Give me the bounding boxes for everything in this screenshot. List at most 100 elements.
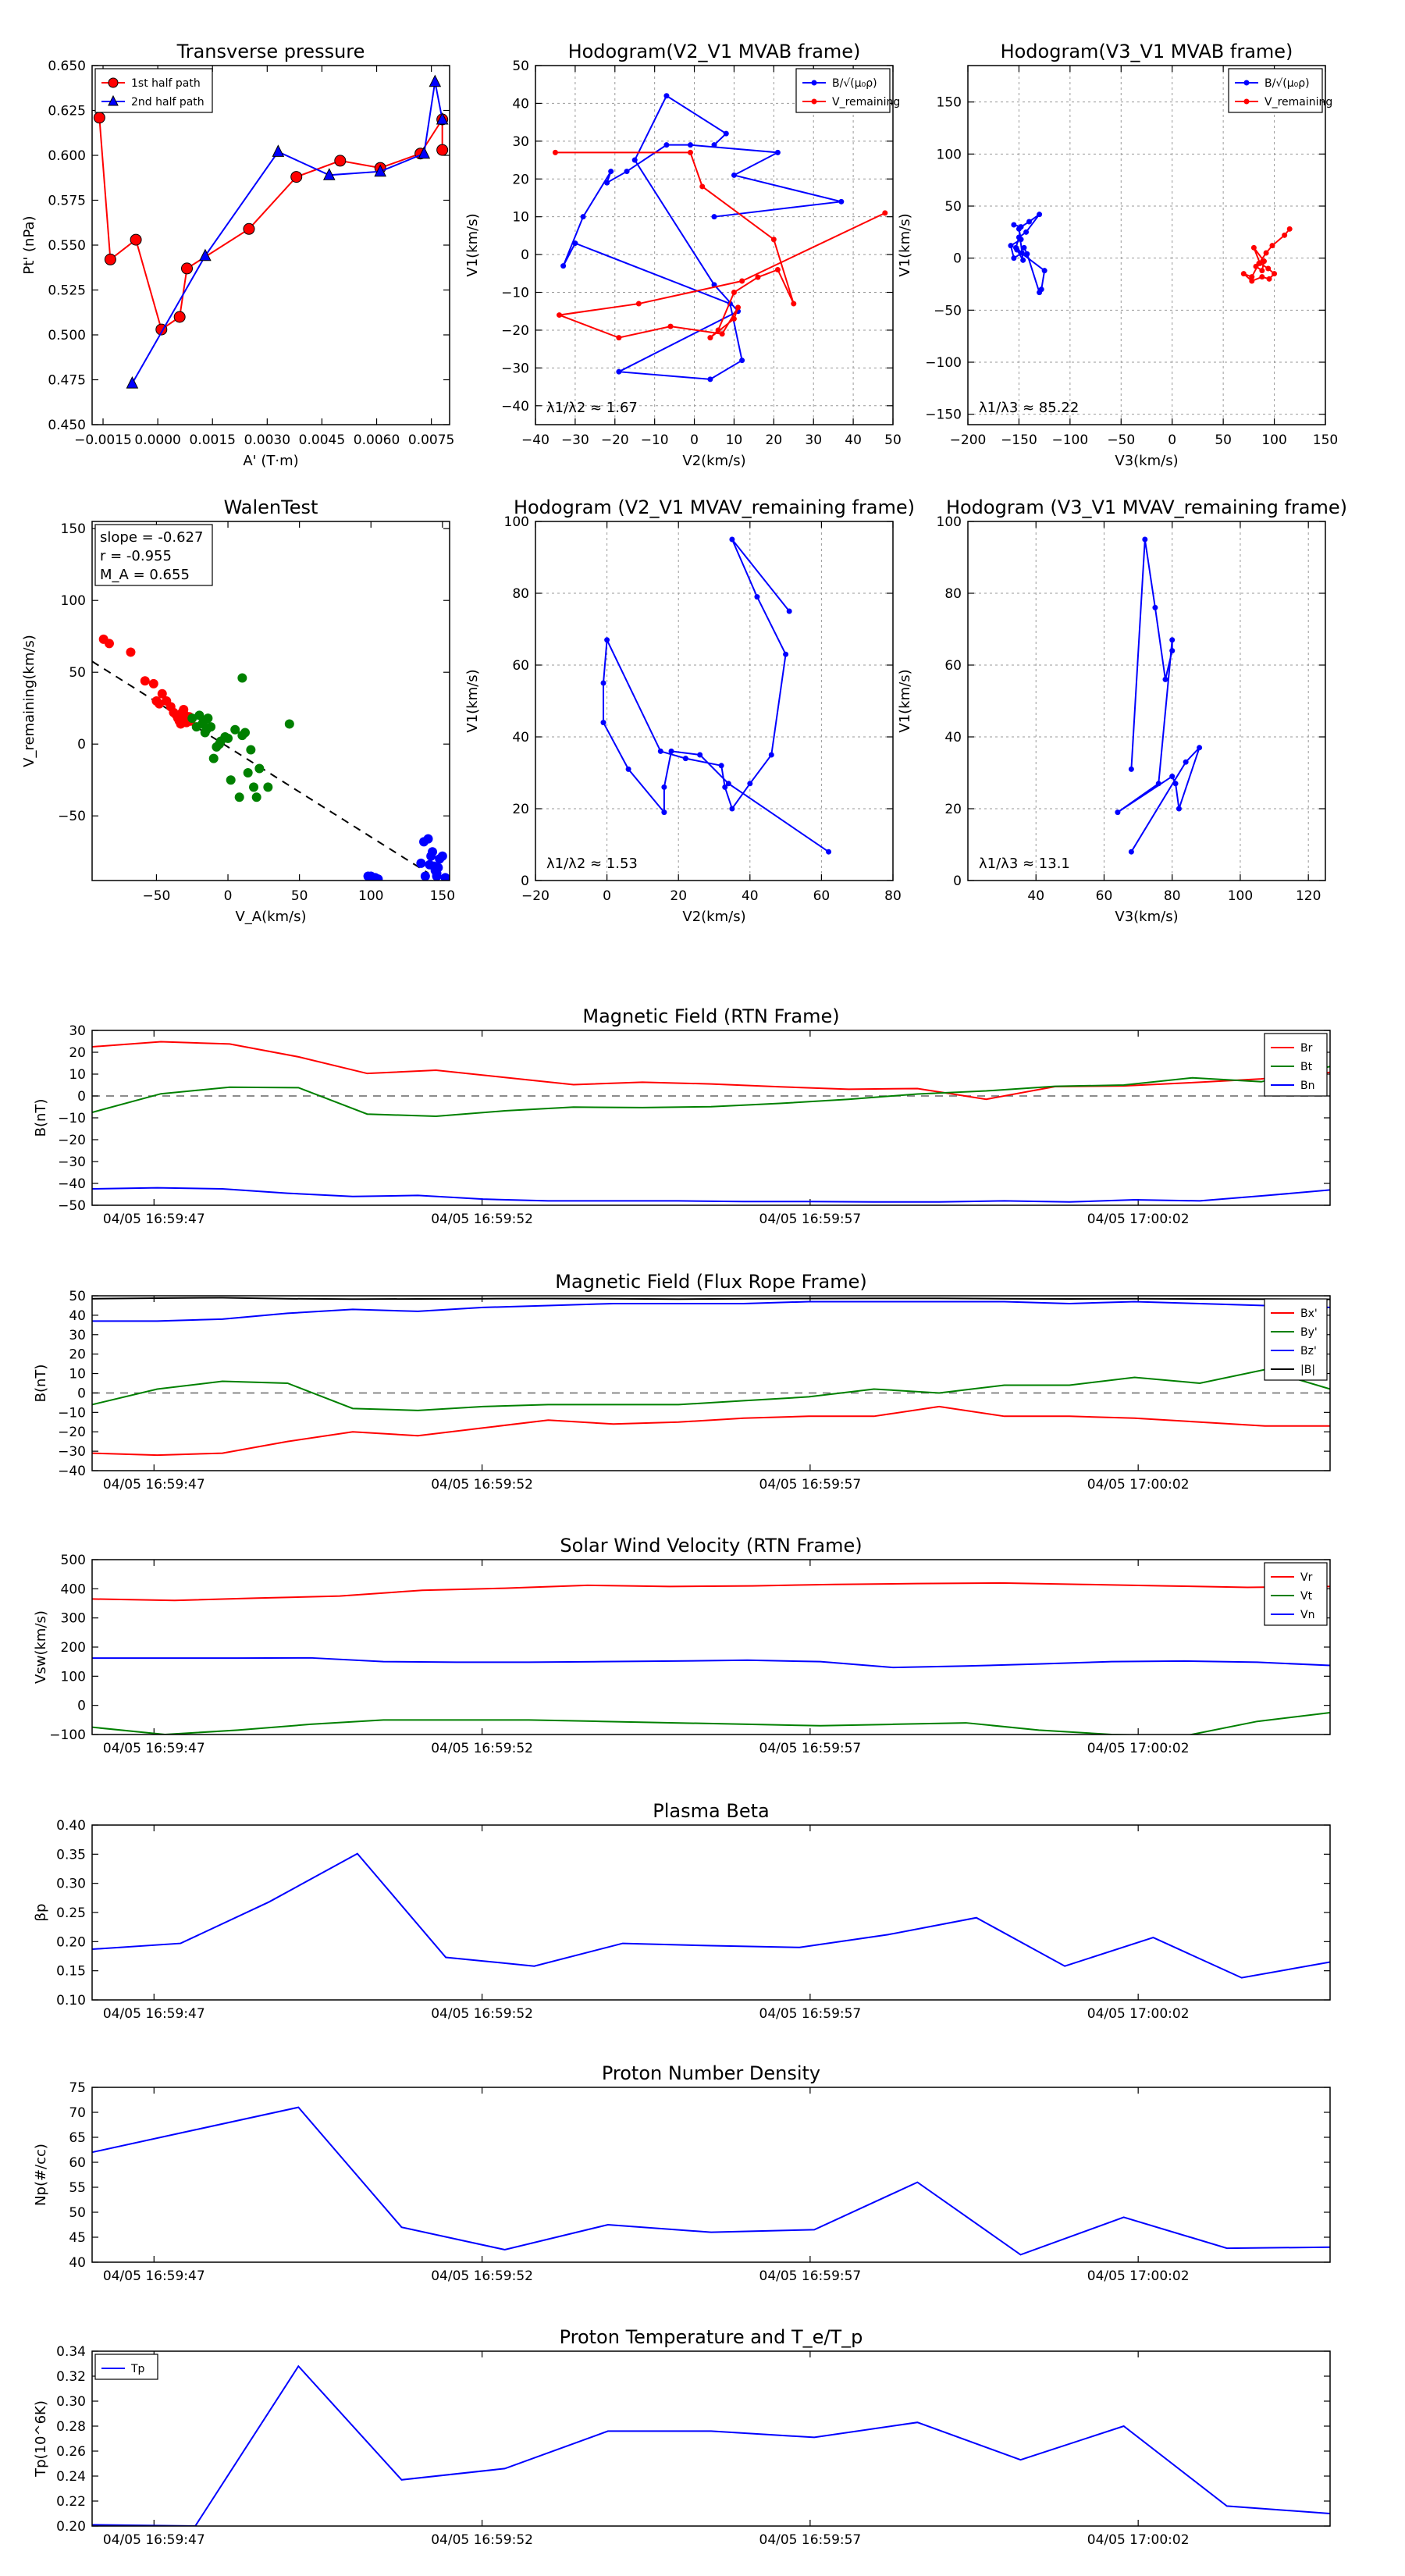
x-tick-label: 20 [670,888,687,904]
y-tick-label: 0 [77,737,86,753]
x-tick-label: 0 [690,432,699,448]
scatter-point-blue [433,863,443,873]
ratio-annotation: λ1/λ3 ≈ 13.1 [979,856,1070,872]
legend-label: Vt [1300,1590,1313,1603]
marker-dot [616,335,622,341]
marker-dot [1128,766,1134,772]
marker-dot [663,93,670,99]
x-tick-label: 60 [1096,888,1113,904]
marker-dot [552,149,558,155]
marker-triangle [429,74,442,87]
y-tick-label: 0.30 [56,2394,86,2410]
marker-dot [1021,244,1027,251]
marker-dot [1240,271,1247,277]
scatter-point-red [157,688,167,699]
y-tick-label: 20 [944,802,962,817]
x-tick-label: 04/05 16:59:52 [431,2532,533,2548]
marker-dot [580,214,586,220]
marker-dot [657,748,663,754]
x-tick-label: 04/05 16:59:52 [431,1741,533,1756]
marker-dot [715,327,721,333]
x-tick-label: −20 [601,432,629,448]
stats-line: slope = -0.627 [100,529,203,546]
scatter-point-red [155,699,165,709]
marker-dot [722,784,728,790]
y-tick-label: −100 [49,1727,86,1743]
series-line-B [562,94,842,380]
series-line-Vt [92,1712,1330,1735]
chart-8: −40 −30 −20 −10 0 10 20 30 40 50 04/05 16:59:47 04/… [33,1271,1331,1493]
marker-dot [826,849,832,855]
marker-triangle [374,164,387,177]
legend: Vr Vt Vn [1264,1562,1328,1626]
legend-label: Vn [1300,1609,1314,1621]
marker-dot [560,263,567,269]
marker-dot [719,331,725,337]
legend-box [1264,1298,1328,1381]
marker-dot [1037,290,1043,296]
scatter-point-green [226,775,236,785]
y-tick-label: 65 [69,2130,86,2146]
marker-dot [1023,229,1030,235]
x-tick-label: 40 [845,432,862,448]
scatter-point-blue [423,834,433,844]
y-tick-label: 30 [512,134,529,150]
data-layer [92,1041,1330,1203]
marker-dot [783,651,789,657]
marker-dot [604,637,610,643]
marker-dot [1183,759,1189,765]
x-tick-label: 04/05 16:59:57 [759,2268,862,2284]
marker-dot [1020,257,1026,263]
x-tick-label: 04/05 17:00:02 [1087,2006,1190,2022]
y-tick-label: −50 [58,809,86,824]
legend-label: Bt [1300,1061,1313,1073]
marker-dot [1253,263,1259,269]
marker-circle [243,222,255,235]
data-layer [92,2364,1330,2526]
x-tick-label: 0.0060 [354,432,400,448]
y-tick-label: 0.24 [56,2469,86,2485]
x-tick-label: 120 [1296,888,1321,904]
chart-11: 40 45 50 55 60 65 70 75 04/05 16:59:47 04/05 16:5… [33,2062,1331,2284]
y-axis-label: Pt' (nPa) [21,215,37,274]
y-axis-label: V1(km/s) [464,213,481,276]
chart-2: −40 −30 −20 −10 0 10 20 30 40 50 −40 −30 −20 −10 0 10 20… [464,41,902,469]
marker-dot [1024,251,1030,257]
chart-title: Magnetic Field (RTN Frame) [582,1005,839,1027]
marker-dot [739,358,745,364]
y-tick-label: 0.450 [48,418,86,433]
scatter-point-green [246,745,256,755]
y-tick-label: 100 [937,514,962,530]
plot-frame [91,1030,1331,1206]
x-tick-label: 04/05 16:59:47 [103,1741,205,1756]
y-tick-label: 150 [937,95,962,111]
series-line-Vn [92,1656,1330,1669]
x-tick-label: 100 [1228,888,1253,904]
y-axis-label: B(nT) [33,1099,49,1137]
y-tick-label: −30 [501,361,529,376]
y-tick-label: −40 [58,1464,86,1479]
x-tick-label: 04/05 17:00:02 [1087,1477,1190,1493]
x-tick-label: 04/05 16:59:57 [759,1741,862,1756]
x-tick-label: 04/05 16:59:52 [431,1212,533,1227]
legend-label: Bx' [1300,1308,1318,1320]
marker-dot [1169,774,1176,780]
marker-dot [731,290,737,296]
marker-dot [1249,278,1255,284]
legend-label: Vr [1300,1571,1313,1584]
y-tick-label: −50 [934,303,962,318]
x-tick-label: 04/05 16:59:47 [103,2268,205,2284]
marker-dot [1197,745,1203,751]
chart-7: −50 −40 −30 −20 −10 0 10 20 30 04/05 16:59:47 04/0… [33,1005,1331,1227]
y-tick-label: 0.575 [48,194,86,209]
marker-dot [608,169,614,175]
scatter-point-blue [432,871,442,881]
legend: Br Bt Bn [1264,1033,1328,1097]
chart-6: 0 20 40 60 80 100 40 60 80 100 120 Hodogram (V3_V1 … [897,496,1347,925]
marker-dot [1259,274,1265,280]
plot-frame [967,65,1326,425]
y-tick-label: −10 [58,1405,86,1421]
marker-circle [290,171,303,183]
series-line-1sthalfpath [98,116,443,331]
scatter-point-green [234,792,244,802]
